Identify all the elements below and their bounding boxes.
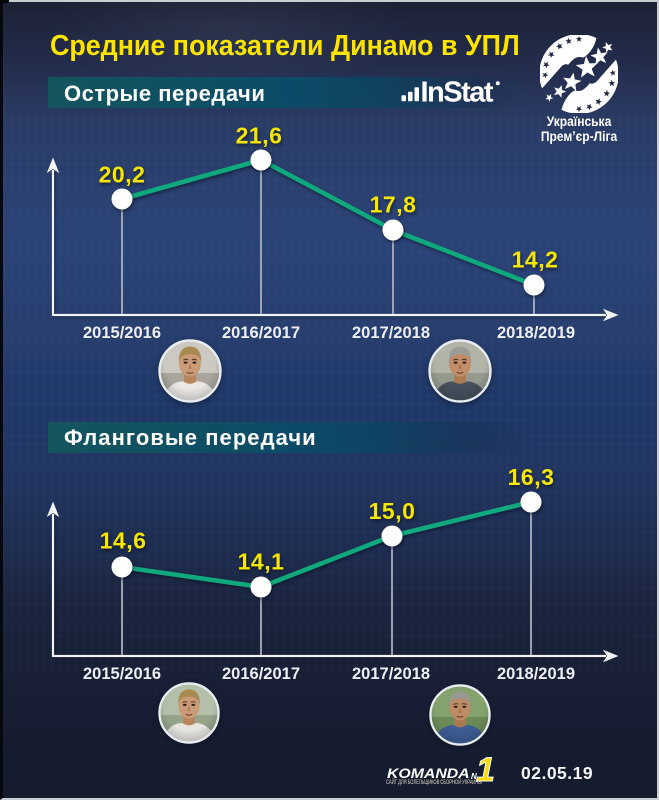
svg-text:2016/2017: 2016/2017 (222, 324, 300, 342)
svg-text:17,8: 17,8 (370, 192, 417, 218)
svg-text:21,6: 21,6 (236, 123, 283, 149)
svg-text:2015/2016: 2015/2016 (83, 665, 161, 683)
svg-text:2016/2017: 2016/2017 (222, 665, 300, 683)
svg-text:2018/2019: 2018/2019 (497, 665, 575, 683)
svg-text:14,2: 14,2 (512, 247, 559, 273)
svg-text:14,6: 14,6 (100, 528, 147, 554)
svg-text:14,1: 14,1 (238, 549, 285, 575)
svg-text:16,3: 16,3 (508, 464, 555, 490)
svg-text:2017/2018: 2017/2018 (352, 324, 430, 342)
svg-text:2018/2019: 2018/2019 (497, 324, 575, 342)
svg-text:15,0: 15,0 (369, 498, 416, 524)
svg-text:InStat: InStat (421, 76, 494, 108)
svg-text:2015/2016: 2015/2016 (83, 324, 161, 342)
svg-text:2017/2018: 2017/2018 (352, 665, 430, 683)
svg-text:20,2: 20,2 (99, 162, 146, 188)
